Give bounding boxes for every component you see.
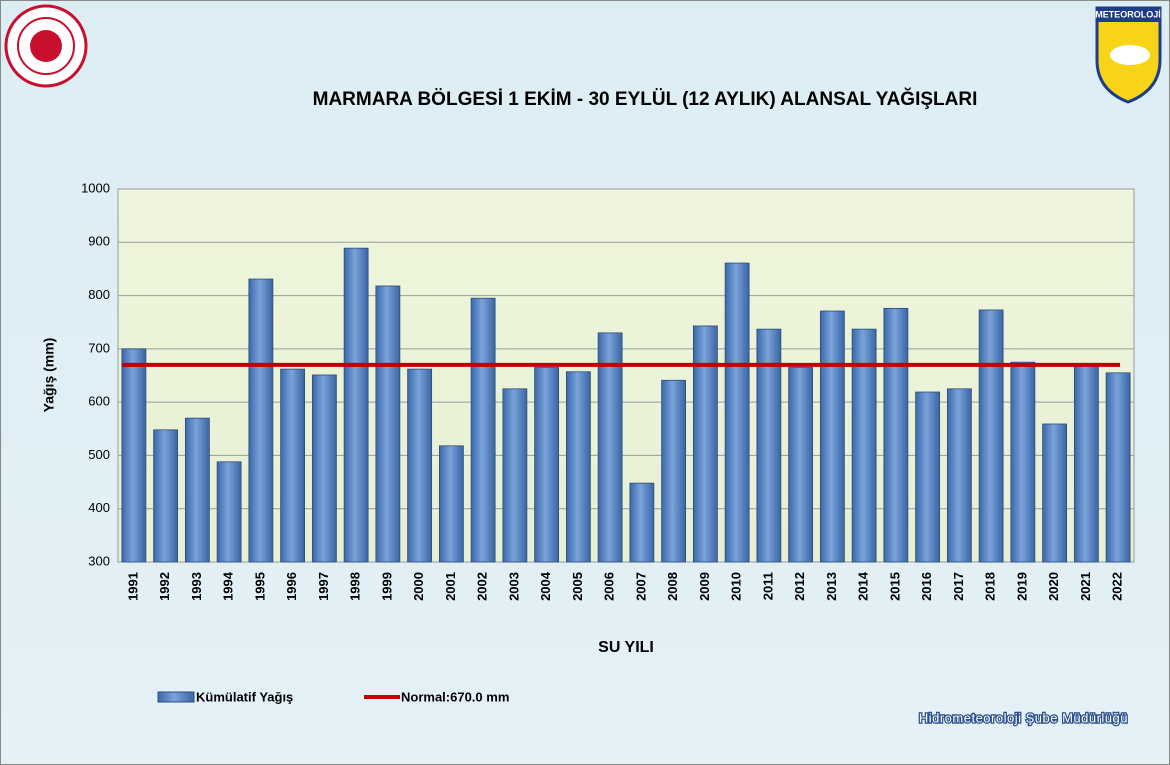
x-tick-label: 2015 bbox=[887, 572, 902, 601]
x-tick-label: 2018 bbox=[983, 572, 998, 601]
bar bbox=[502, 388, 528, 563]
y-tick-label: 400 bbox=[88, 500, 110, 515]
y-tick-label: 600 bbox=[88, 394, 110, 409]
emblem-right: METEOROLOJİ bbox=[1095, 6, 1162, 104]
x-axis-title: SU YILI bbox=[598, 639, 654, 656]
y-tick-label: 700 bbox=[88, 340, 110, 355]
x-tick-label: 1998 bbox=[348, 572, 363, 601]
x-tick-label: 2004 bbox=[538, 571, 553, 601]
bar bbox=[819, 310, 845, 563]
x-tick-label: 2014 bbox=[856, 571, 871, 601]
x-tick-label: 2021 bbox=[1078, 572, 1093, 601]
x-tick-label: 1997 bbox=[316, 572, 331, 601]
x-tick-label: 2007 bbox=[633, 572, 648, 601]
x-tick-label: 1991 bbox=[125, 572, 140, 601]
x-tick-label: 1996 bbox=[284, 572, 299, 601]
logo-text: METEOROLOJİ bbox=[1095, 9, 1161, 19]
x-tick-label: 2001 bbox=[443, 572, 458, 601]
x-tick-label: 2008 bbox=[665, 572, 680, 601]
bar bbox=[184, 417, 210, 563]
bar bbox=[851, 328, 877, 563]
x-tick-label: 1995 bbox=[252, 572, 267, 601]
bar bbox=[629, 482, 655, 563]
bar bbox=[216, 461, 242, 563]
x-tick-label: 1994 bbox=[221, 571, 236, 601]
bar bbox=[280, 368, 306, 563]
y-axis-title: Yağış (mm) bbox=[41, 338, 57, 413]
bar bbox=[788, 367, 814, 563]
bar bbox=[978, 309, 1004, 563]
x-tick-label: 2005 bbox=[570, 572, 585, 601]
bar bbox=[724, 262, 750, 563]
bar bbox=[470, 297, 496, 563]
chart-title: MARMARA BÖLGESİ 1 EKİM - 30 EYLÜL (12 AY… bbox=[313, 88, 978, 110]
x-tick-label: 2017 bbox=[951, 572, 966, 601]
bar bbox=[438, 445, 464, 563]
x-tick-label: 2012 bbox=[792, 572, 807, 601]
bar bbox=[1042, 423, 1068, 563]
bar bbox=[311, 374, 337, 563]
legend-label: Normal:670.0 mm bbox=[401, 689, 509, 704]
bar bbox=[1073, 365, 1099, 563]
x-tick-label: 1992 bbox=[157, 572, 172, 601]
bar bbox=[153, 429, 179, 563]
x-tick-label: 2006 bbox=[602, 572, 617, 601]
x-tick-label: 2013 bbox=[824, 572, 839, 601]
bar bbox=[248, 278, 274, 563]
y-tick-label: 300 bbox=[88, 553, 110, 568]
bar bbox=[1010, 361, 1036, 563]
x-tick-label: 2019 bbox=[1014, 572, 1029, 601]
bar bbox=[915, 391, 941, 563]
x-tick-label: 2022 bbox=[1110, 572, 1125, 601]
bar bbox=[661, 379, 687, 563]
legend-swatch bbox=[157, 691, 195, 703]
x-tick-label: 1993 bbox=[189, 572, 204, 601]
y-tick-label: 800 bbox=[88, 287, 110, 302]
x-tick-label: 2009 bbox=[697, 572, 712, 601]
bar bbox=[692, 325, 718, 563]
bar bbox=[565, 371, 591, 563]
x-tick-label: 2016 bbox=[919, 572, 934, 601]
bar bbox=[946, 388, 972, 563]
x-tick-label: 2000 bbox=[411, 572, 426, 601]
bar bbox=[121, 348, 147, 563]
x-tick-label: 2002 bbox=[475, 572, 490, 601]
x-tick-label: 2011 bbox=[760, 572, 775, 600]
bar bbox=[597, 332, 623, 563]
bar bbox=[756, 328, 782, 563]
x-tick-label: 2003 bbox=[506, 572, 521, 601]
footer: Hidrometeoroloji Şube Müdürlüğü bbox=[919, 710, 1128, 725]
bar bbox=[883, 307, 909, 563]
x-tick-label: 2020 bbox=[1046, 572, 1061, 601]
y-tick-label: 500 bbox=[88, 447, 110, 462]
bar bbox=[534, 367, 560, 563]
emblem-left bbox=[4, 4, 88, 88]
y-tick-label: 1000 bbox=[81, 180, 110, 195]
bar bbox=[1105, 372, 1131, 563]
bar bbox=[375, 285, 401, 563]
bar bbox=[343, 247, 369, 563]
x-tick-label: 1999 bbox=[379, 572, 394, 601]
legend-label: Kümülatif Yağış bbox=[196, 689, 293, 704]
x-tick-label: 2010 bbox=[729, 572, 744, 601]
y-tick-label: 900 bbox=[88, 234, 110, 249]
bar bbox=[407, 368, 433, 563]
